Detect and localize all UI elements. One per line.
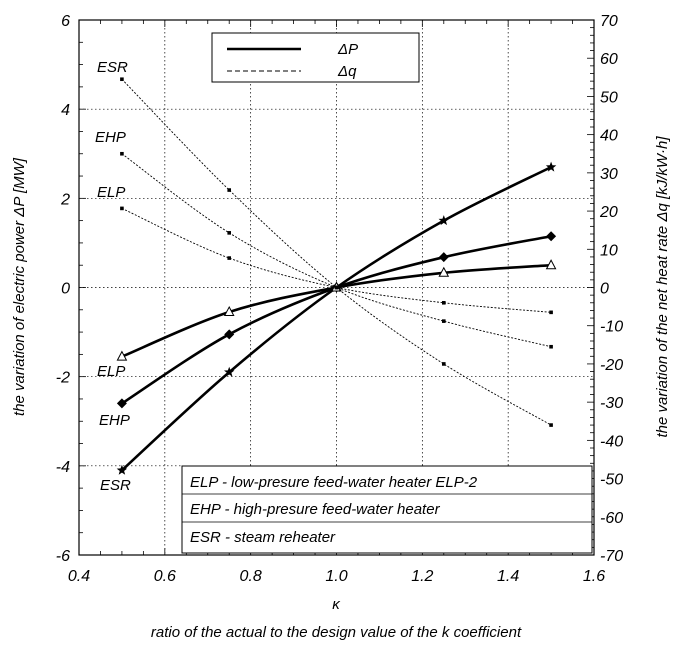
legend: ΔP Δq [212,33,419,82]
data-point-ehp-dq [120,152,124,156]
curve-label-esr-lower: ESR [100,477,131,494]
x-tick-label: 1.4 [497,568,519,585]
x-tick-label: 1.6 [583,568,605,585]
data-point-esr-dq [120,77,124,81]
data-point-ehp-dq [442,319,446,323]
y-left-tick-label: 2 [60,191,70,208]
y-right-tick-label: -50 [600,472,623,489]
data-point-esr-dq [227,188,231,192]
y-right-axis-title: the variation of the net heat rate Δq [k… [654,136,671,438]
y-left-axis-title: the variation of electric power ΔP [MW] [11,157,28,416]
x-tick-label: 0.6 [154,568,176,585]
x-tick-label: 1.2 [411,568,433,585]
annotation-esr: ESR - steam reheater [190,529,336,546]
annotation-elp: ELP - low-presure feed-water heater ELP-… [190,474,478,491]
y-left-tick-label: -4 [56,459,70,476]
data-point-esr-dq [549,423,553,427]
y-right-tick-label: -70 [600,548,623,565]
y-left-tick-label: 4 [61,102,70,119]
y-right-tick-label: 20 [599,204,618,221]
y-right-tick-label: 10 [600,242,618,259]
data-point-esr-dq [442,362,446,366]
curve-label-elp-upper: ELP [97,184,125,201]
x-tick-label: 0.8 [240,568,262,585]
y-left-tick-label: 6 [61,13,70,30]
data-point-ehp-dq [549,345,553,349]
y-right-tick-label: 40 [600,128,618,145]
legend-label-dp: ΔP [337,41,358,58]
x-axis-caption: ratio of the actual to the design value … [151,624,522,641]
curve-label-ehp-upper: EHP [95,129,126,146]
y-left-tick-label: -2 [56,370,70,387]
y-left-tick-label: 0 [61,281,70,298]
data-point-elp-dq [120,207,124,211]
y-right-tick-label: -20 [600,357,623,374]
legend-box [212,33,419,82]
curve-label-elp-lower: ELP [97,363,125,380]
curve-label-esr-upper: ESR [97,59,128,76]
x-tick-label: 1.0 [325,568,347,585]
y-right-tick-label: -60 [600,510,623,527]
y-right-tick-label: 30 [600,166,618,183]
data-point-elp-dq [335,286,339,290]
data-point-elp-dq [549,311,553,315]
legend-label-dq: Δq [337,63,357,80]
curve-label-ehp-lower: EHP [99,412,130,429]
y-right-tick-label: -30 [600,395,623,412]
annotation-box: ELP - low-presure feed-water heater ELP-… [182,466,592,553]
y-left-tick-label: -6 [56,548,70,565]
y-right-tick-label: 0 [600,281,609,298]
y-right-tick-label: 60 [600,51,618,68]
y-right-tick-label: 50 [600,89,618,106]
data-point-ehp-dq [227,231,231,235]
y-right-tick-label: -10 [600,319,623,336]
annotation-ehp: EHP - high-presure feed-water heater [190,501,441,518]
y-right-tick-label: -40 [600,433,623,450]
data-point-elp-dq [227,256,231,260]
y-right-tick-label: 70 [600,13,618,30]
x-tick-label: 0.4 [68,568,90,585]
data-point-elp-dq [442,301,446,305]
